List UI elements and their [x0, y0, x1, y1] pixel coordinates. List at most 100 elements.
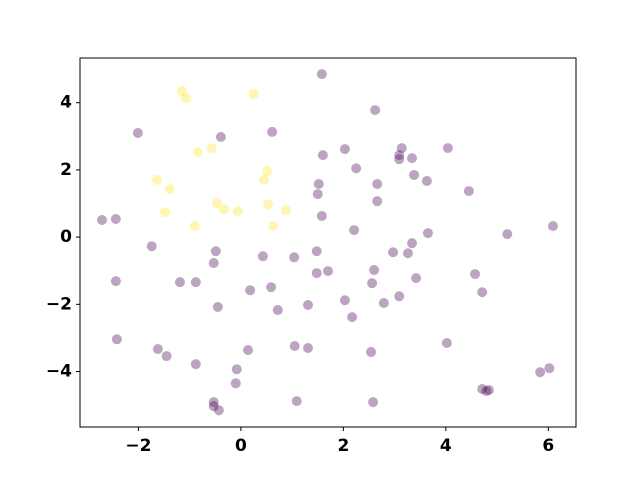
- point: [248, 88, 259, 99]
- point: [210, 246, 221, 257]
- point: [303, 300, 314, 311]
- point: [316, 69, 327, 80]
- point: [372, 179, 383, 190]
- y-tick-label: 2: [60, 160, 72, 180]
- point: [317, 150, 328, 161]
- point: [402, 248, 413, 259]
- point: [477, 384, 488, 395]
- point: [388, 247, 399, 258]
- point: [481, 386, 492, 397]
- point: [212, 302, 223, 313]
- point: [291, 396, 302, 407]
- x-tick-label: 2: [337, 436, 349, 456]
- point: [258, 174, 269, 185]
- point: [312, 189, 323, 200]
- point: [215, 131, 226, 142]
- point: [311, 246, 322, 257]
- point: [407, 238, 418, 249]
- point: [208, 258, 219, 268]
- point: [470, 269, 481, 280]
- point: [245, 285, 256, 296]
- point: [232, 206, 243, 217]
- point: [535, 367, 546, 378]
- plot-frame: [79, 57, 577, 428]
- point: [316, 210, 327, 221]
- point: [289, 341, 300, 352]
- point: [189, 221, 200, 232]
- point: [243, 345, 254, 356]
- point: [409, 169, 420, 180]
- point: [502, 229, 513, 240]
- point: [339, 144, 350, 155]
- x-tick-label: 4: [440, 436, 452, 456]
- y-tick-label: −4: [46, 362, 72, 382]
- point: [152, 344, 163, 355]
- x-tick-label: −2: [125, 436, 151, 456]
- point: [164, 184, 175, 195]
- point: [110, 213, 121, 224]
- point: [349, 225, 360, 236]
- point: [394, 150, 405, 161]
- point: [160, 207, 171, 218]
- point: [407, 153, 418, 164]
- point: [313, 179, 324, 190]
- point: [208, 397, 219, 408]
- point: [267, 126, 278, 137]
- x-tick-label: 6: [542, 436, 554, 456]
- point: [146, 241, 157, 252]
- point: [263, 199, 274, 210]
- point: [367, 278, 378, 289]
- point: [394, 291, 405, 302]
- x-tick-label: 0: [235, 436, 247, 456]
- point: [272, 305, 283, 316]
- point: [311, 268, 322, 279]
- point: [218, 204, 229, 215]
- point: [289, 252, 300, 263]
- point: [266, 282, 277, 293]
- point: [181, 92, 192, 103]
- point: [323, 266, 333, 277]
- point: [257, 251, 268, 262]
- point: [347, 312, 358, 323]
- point: [372, 196, 383, 207]
- point: [151, 174, 162, 185]
- point: [230, 378, 241, 389]
- point: [174, 277, 185, 288]
- point: [213, 405, 224, 416]
- point: [303, 343, 314, 354]
- point: [192, 147, 203, 158]
- point: [370, 105, 381, 116]
- y-tick-label: −2: [46, 294, 72, 314]
- point: [547, 221, 558, 232]
- point: [231, 364, 242, 375]
- point: [442, 143, 453, 154]
- point: [421, 176, 432, 186]
- point: [262, 166, 273, 177]
- point: [378, 297, 389, 308]
- point: [132, 127, 143, 138]
- point: [351, 163, 362, 174]
- point: [366, 347, 377, 358]
- point: [211, 198, 222, 209]
- point: [161, 351, 172, 362]
- point: [368, 397, 379, 408]
- point: [97, 214, 108, 225]
- point: [339, 295, 350, 306]
- point: [396, 143, 407, 154]
- point: [176, 85, 187, 96]
- point: [111, 334, 122, 345]
- point: [477, 287, 488, 298]
- y-tick-label: 0: [60, 227, 72, 247]
- point: [208, 401, 219, 412]
- point: [394, 154, 405, 165]
- point: [280, 205, 291, 216]
- point: [441, 337, 452, 348]
- point: [463, 186, 474, 197]
- point: [190, 359, 201, 370]
- point: [544, 363, 555, 374]
- point: [110, 276, 121, 287]
- point: [422, 228, 433, 239]
- point: [369, 265, 380, 276]
- point: [268, 221, 279, 232]
